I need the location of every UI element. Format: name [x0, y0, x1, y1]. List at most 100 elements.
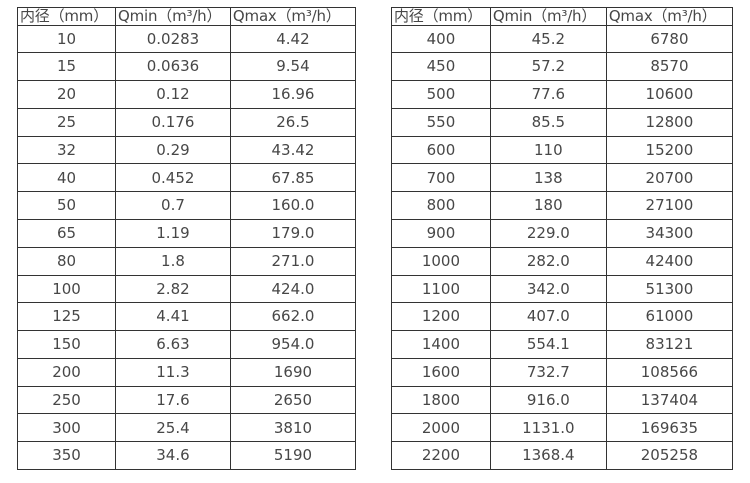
table-cell: 138: [489, 163, 607, 193]
table-cell: 550: [391, 107, 491, 137]
table-row: 250 17.6 2650: [16, 385, 357, 415]
table-cell: 271.0: [229, 246, 357, 276]
table-cell: 2200: [391, 441, 491, 470]
table-cell: 83121: [605, 330, 734, 359]
table-row: 1800 916.0 137404: [391, 385, 734, 415]
table-cell: 27100: [605, 191, 734, 220]
table-row: 50 0.7 160.0: [16, 191, 357, 220]
table-cell: 700: [391, 163, 491, 193]
table-cell: 40: [16, 163, 117, 193]
table-cell: 57.2: [489, 52, 607, 82]
table-cell: 42400: [605, 246, 734, 276]
table-row: 32 0.29 43.42: [16, 135, 357, 165]
table-cell: 26.5: [229, 107, 357, 137]
table-cell: 3810: [229, 413, 357, 443]
table-cell: 350: [16, 441, 117, 470]
table-cell: 65: [16, 218, 117, 248]
table-cell: 1600: [391, 357, 491, 387]
header-inner-diameter: 内径（mm）: [16, 7, 117, 26]
table-cell: 20700: [605, 163, 734, 193]
table-cell: 2.82: [115, 274, 231, 304]
table-row: 1400 554.1 83121: [391, 330, 734, 359]
table-cell: 77.6: [489, 80, 607, 109]
table-cell: 17.6: [115, 385, 231, 415]
table-cell: 150: [16, 330, 117, 359]
table-cell: 32: [16, 135, 117, 165]
table-cell: 4.42: [229, 24, 357, 54]
table-cell: 1000: [391, 246, 491, 276]
table-cell: 0.0636: [115, 52, 231, 82]
table-cell: 5190: [229, 441, 357, 470]
table-cell: 80: [16, 246, 117, 276]
table-cell: 0.12: [115, 80, 231, 109]
table-cell: 282.0: [489, 246, 607, 276]
header-qmax: Qmax（m³/h）: [229, 7, 357, 26]
table-cell: 1690: [229, 357, 357, 387]
table-cell: 50: [16, 191, 117, 220]
table-cell: 2000: [391, 413, 491, 443]
table-row: 2200 1368.4 205258: [391, 441, 734, 470]
table-cell: 110: [489, 135, 607, 165]
table-row: 150 6.63 954.0: [16, 330, 357, 359]
table-cell: 200: [16, 357, 117, 387]
table-cell: 10: [16, 24, 117, 54]
table-row: 1200 407.0 61000: [391, 302, 734, 332]
table-cell: 15200: [605, 135, 734, 165]
table-row: 400 45.2 6780: [391, 24, 734, 54]
table-row: 65 1.19 179.0: [16, 218, 357, 248]
table-cell: 11.3: [115, 357, 231, 387]
table-cell: 25.4: [115, 413, 231, 443]
table-cell: 450: [391, 52, 491, 82]
table-cell: 137404: [605, 385, 734, 415]
table-cell: 180: [489, 191, 607, 220]
table-cell: 34.6: [115, 441, 231, 470]
table-cell: 8570: [605, 52, 734, 82]
table-cell: 916.0: [489, 385, 607, 415]
table-cell: 500: [391, 80, 491, 109]
table-cell: 1.19: [115, 218, 231, 248]
header-qmin: Qmin（m³/h）: [115, 7, 231, 26]
table-row: 700 138 20700: [391, 163, 734, 193]
table-row: 20 0.12 16.96: [16, 80, 357, 109]
table-cell: 4.41: [115, 302, 231, 332]
table-header-row: 内径（mm） Qmin（m³/h） Qmax（m³/h）: [16, 7, 357, 26]
table-cell: 100: [16, 274, 117, 304]
table-row: 900 229.0 34300: [391, 218, 734, 248]
table-cell: 179.0: [229, 218, 357, 248]
table-cell: 554.1: [489, 330, 607, 359]
table-row: 800 180 27100: [391, 191, 734, 220]
table-row: 450 57.2 8570: [391, 52, 734, 82]
table-cell: 1.8: [115, 246, 231, 276]
table-row: 300 25.4 3810: [16, 413, 357, 443]
table-row: 550 85.5 12800: [391, 107, 734, 137]
table-cell: 2650: [229, 385, 357, 415]
table-cell: 0.7: [115, 191, 231, 220]
table-header-row: 内径（mm） Qmin（m³/h） Qmax（m³/h）: [391, 7, 734, 26]
table-cell: 51300: [605, 274, 734, 304]
table-cell: 25: [16, 107, 117, 137]
table-row: 15 0.0636 9.54: [16, 52, 357, 82]
table-row: 100 2.82 424.0: [16, 274, 357, 304]
table-cell: 169635: [605, 413, 734, 443]
table-cell: 0.176: [115, 107, 231, 137]
table-cell: 600: [391, 135, 491, 165]
table-cell: 1100: [391, 274, 491, 304]
table-cell: 85.5: [489, 107, 607, 137]
table-row: 40 0.452 67.85: [16, 163, 357, 193]
table-cell: 954.0: [229, 330, 357, 359]
table-cell: 300: [16, 413, 117, 443]
spec-tables-container: 内径（mm） Qmin（m³/h） Qmax（m³/h） 10 0.0283 4.4…: [16, 7, 734, 470]
table-row: 1600 732.7 108566: [391, 357, 734, 387]
table-cell: 732.7: [489, 357, 607, 387]
table-cell: 0.29: [115, 135, 231, 165]
table-cell: 250: [16, 385, 117, 415]
table-cell: 1800: [391, 385, 491, 415]
table-row: 10 0.0283 4.42: [16, 24, 357, 54]
table-cell: 10600: [605, 80, 734, 109]
table-cell: 229.0: [489, 218, 607, 248]
table-cell: 160.0: [229, 191, 357, 220]
table-cell: 43.42: [229, 135, 357, 165]
table-row: 25 0.176 26.5: [16, 107, 357, 137]
header-inner-diameter: 内径（mm）: [391, 7, 491, 26]
table-row: 600 110 15200: [391, 135, 734, 165]
